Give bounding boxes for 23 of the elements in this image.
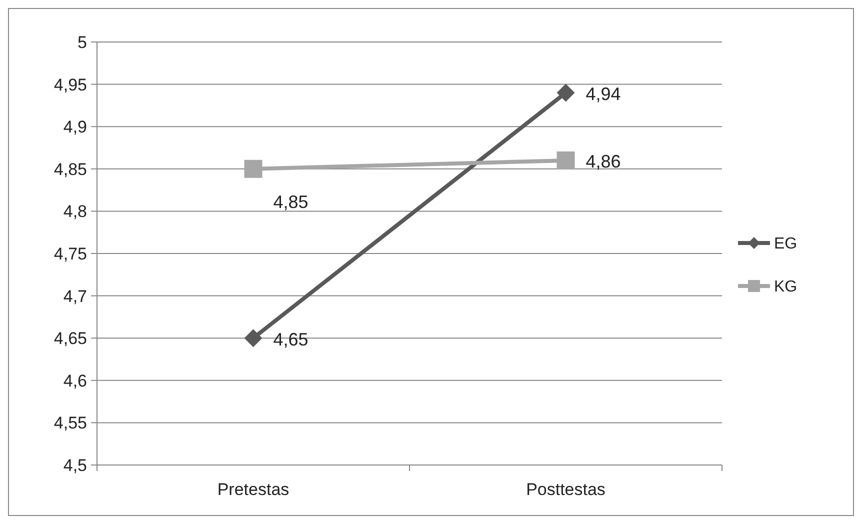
point <box>244 329 262 348</box>
data-label: 4,94 <box>586 84 621 104</box>
y-tick-label: 4,8 <box>63 202 87 222</box>
point <box>244 160 262 178</box>
data-label: 4,65 <box>273 329 308 350</box>
y-tick-label: 5 <box>78 32 87 52</box>
y-tick-label: 4,7 <box>63 286 87 306</box>
x-tick-label: Posttestas <box>526 480 606 499</box>
y-tick-label: 4,6 <box>63 371 87 390</box>
x-tick-label: Pretestas <box>217 480 290 499</box>
data-label: 4,85 <box>273 192 308 212</box>
y-tick-label: 4,85 <box>54 160 87 179</box>
y-tick-label: 4,75 <box>54 244 87 264</box>
legend-label: KG <box>774 278 798 296</box>
y-tick-label: 4,65 <box>54 329 87 348</box>
y-tick-label: 4,5 <box>63 456 87 475</box>
y-tick-label: 4,9 <box>63 118 87 137</box>
point <box>556 151 575 170</box>
y-tick-label: 4,95 <box>54 75 87 94</box>
legend-label: EG <box>774 236 798 253</box>
point <box>556 84 575 102</box>
y-tick-label: 4,55 <box>54 414 87 433</box>
data-label: 4,86 <box>586 152 621 172</box>
